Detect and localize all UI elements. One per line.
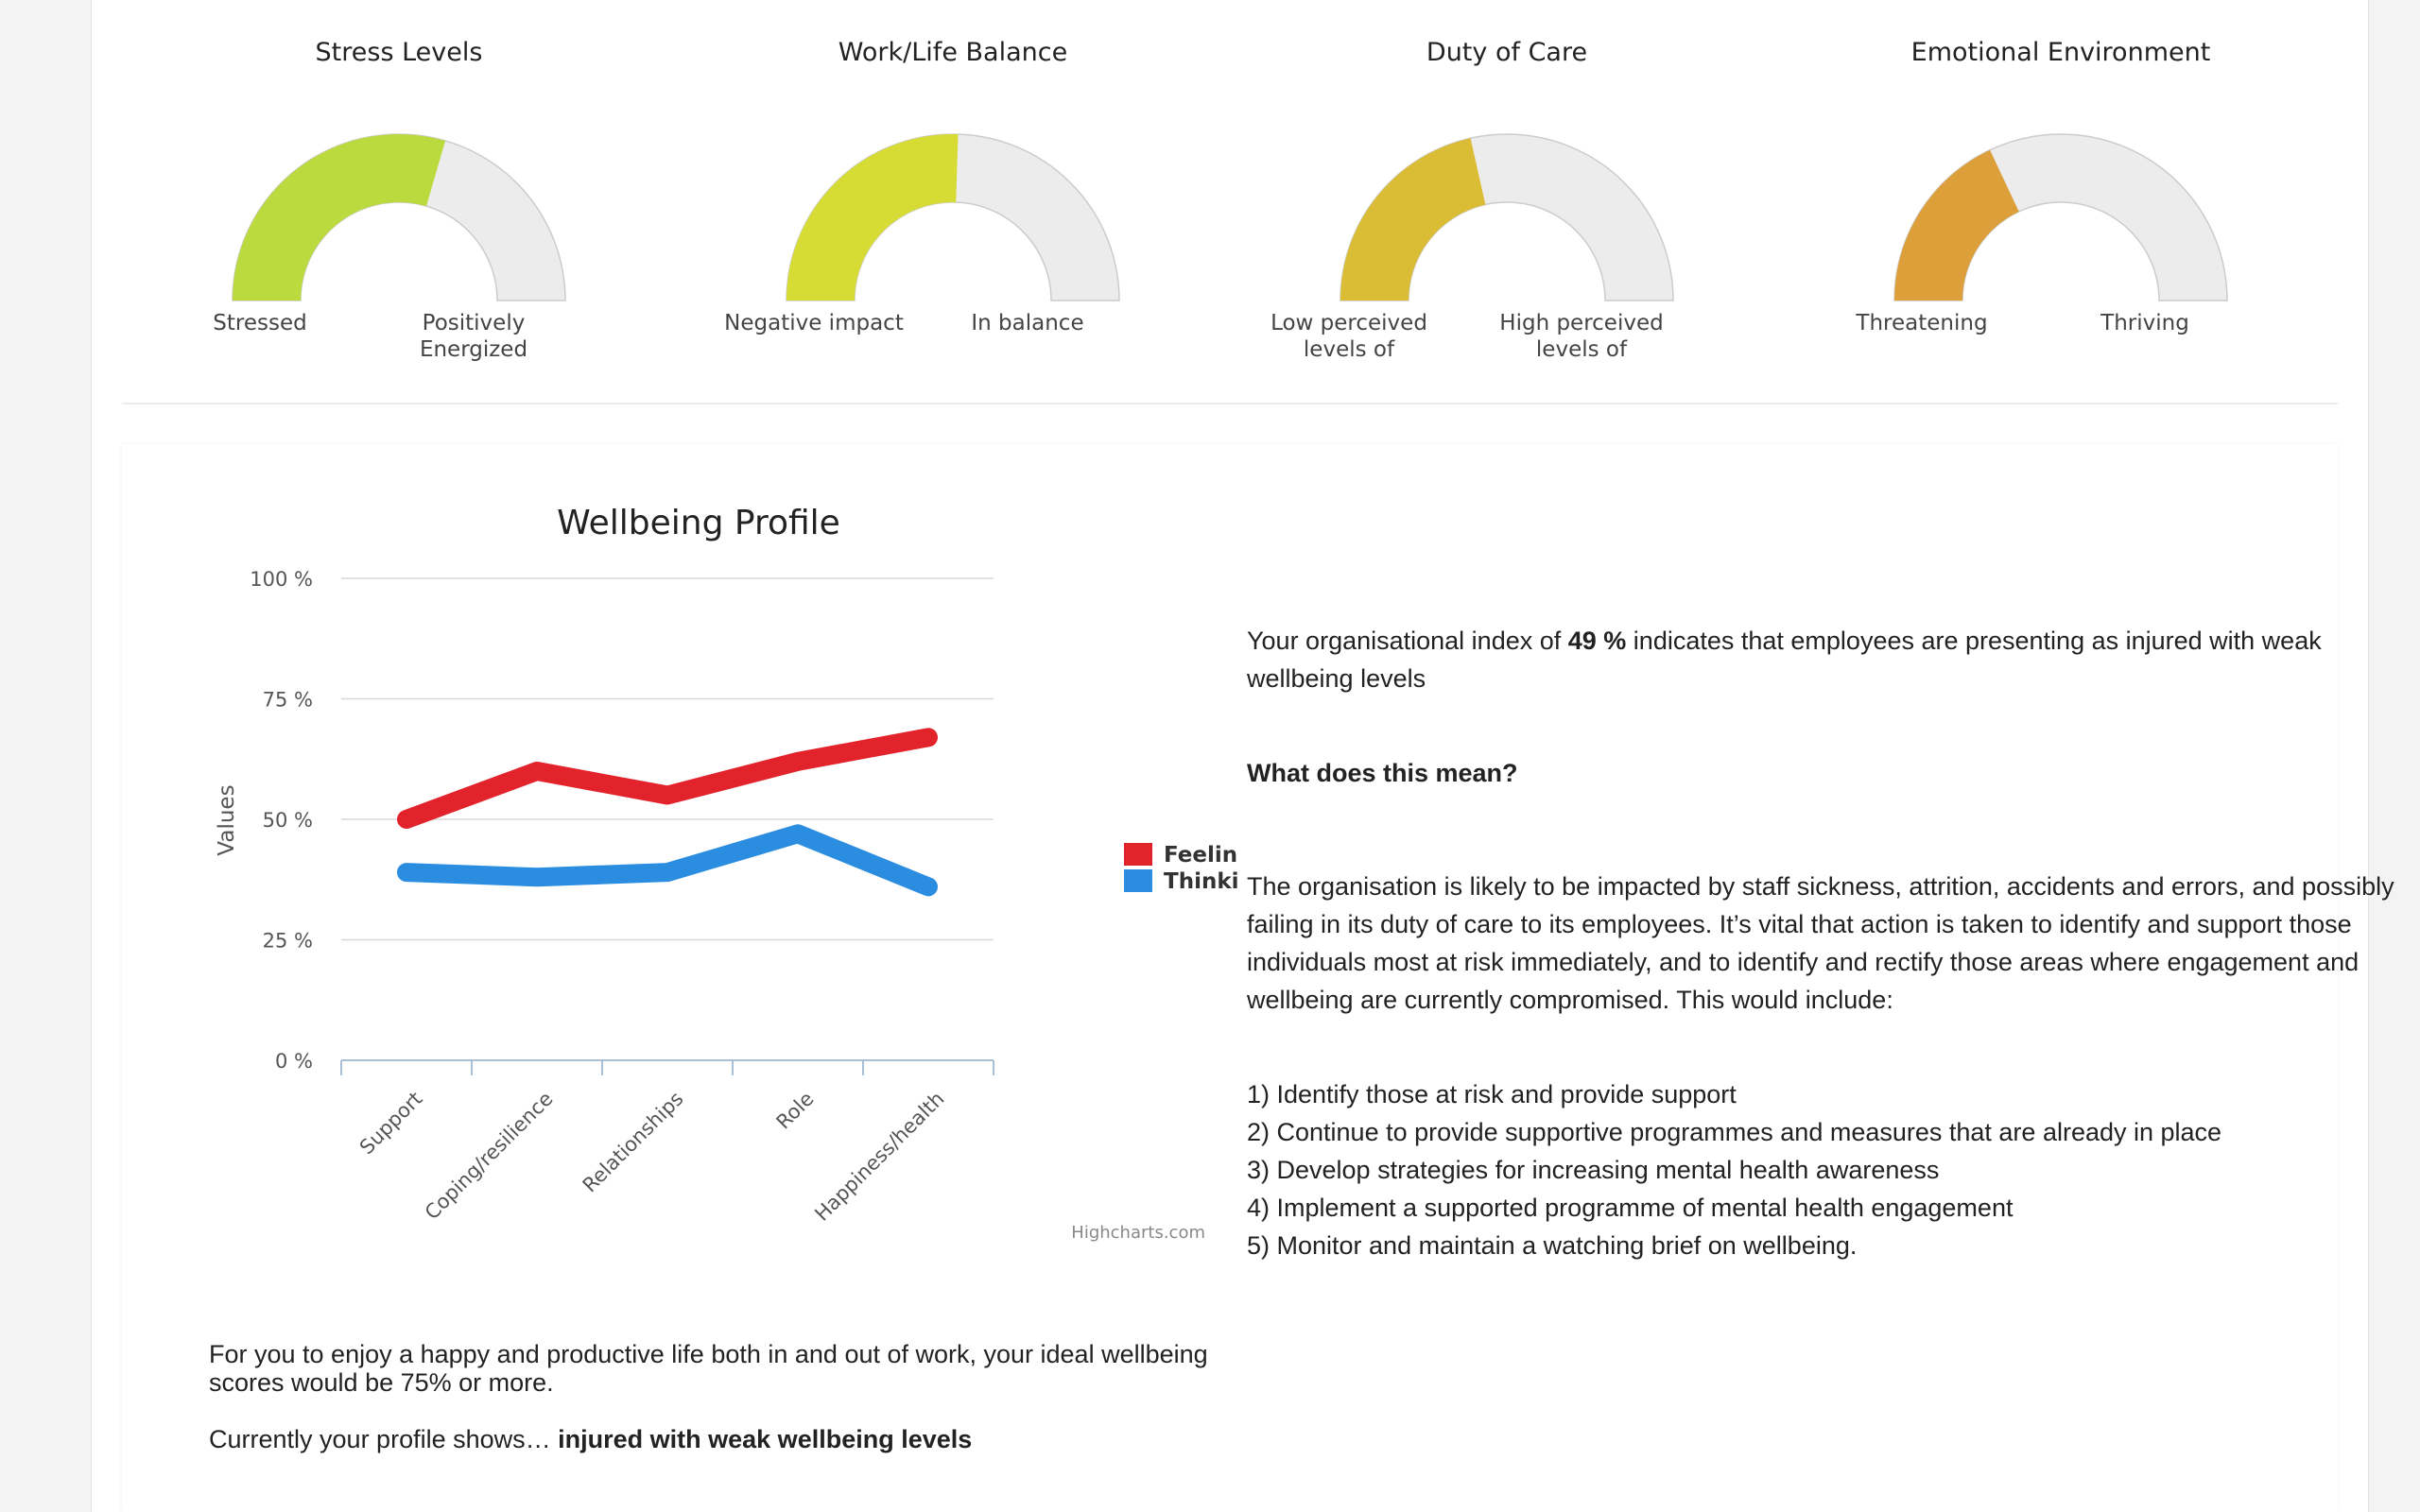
gauge-duty-of-care: Duty of Care Low perceived levels of Hig… bbox=[1230, 0, 1784, 403]
y-axis-title: Values bbox=[215, 784, 239, 855]
wellbeing-profile-chart: Wellbeing Profile Values 0 % 25 % 50 % 75 %… bbox=[215, 504, 1237, 1243]
gauge-dial bbox=[1893, 133, 2228, 301]
action-item: 4) Implement a supported programme of me… bbox=[1247, 1194, 2014, 1222]
series-line-thinking bbox=[397, 824, 938, 897]
gauge-value-band bbox=[233, 134, 446, 301]
highcharts-credit[interactable]: Highcharts.com bbox=[1071, 1223, 1205, 1243]
gauge-max-label: Thriving bbox=[2100, 311, 2189, 335]
y-tick-label: 50 % bbox=[263, 809, 313, 832]
gauge-min-label: Low perceived levels of bbox=[1270, 311, 1427, 362]
gauge-max-label: Positively Energized bbox=[419, 311, 528, 362]
x-tick-label: Support bbox=[355, 1088, 427, 1160]
gauge-min-label: Negative impact bbox=[724, 311, 904, 335]
x-tick-label: Role bbox=[772, 1088, 819, 1134]
y-tick-label: 75 % bbox=[263, 689, 313, 712]
chart-legend[interactable]: FeelingThinking bbox=[1124, 843, 1237, 894]
x-tick-label: Happiness/health bbox=[810, 1088, 948, 1226]
meaning-heading: What does this mean? bbox=[1247, 759, 1518, 787]
action-item: 5) Monitor and maintain a watching brief… bbox=[1247, 1231, 1858, 1260]
gauge-dial bbox=[786, 133, 1120, 301]
current-profile-value: injured with weak wellbeing levels bbox=[558, 1425, 973, 1453]
series-line-feeling bbox=[397, 728, 938, 829]
legend-label[interactable]: Thinking bbox=[1164, 869, 1237, 894]
gauge-min-label: Threatening bbox=[1856, 311, 1988, 335]
gauge-dial bbox=[232, 133, 566, 301]
current-profile: Currently your profile shows… injured wi… bbox=[209, 1425, 1230, 1453]
report-page: Stress Levels Stressed Positively Energi… bbox=[91, 0, 2394, 1512]
x-tick-label: Relationships bbox=[579, 1088, 688, 1197]
y-tick-label: 25 % bbox=[263, 930, 313, 953]
index-text-end: indicates that employees are presenting … bbox=[1247, 627, 2322, 693]
index-value: 49 % bbox=[1567, 627, 1627, 655]
y-tick-label: 0 % bbox=[275, 1050, 313, 1073]
ideal-score-text: For you to enjoy a happy and productive … bbox=[209, 1340, 1208, 1397]
profile-summary: For you to enjoy a happy and productive … bbox=[209, 1340, 1230, 1453]
chart-title: Wellbeing Profile bbox=[557, 504, 840, 542]
gauge-title: Work/Life Balance bbox=[838, 38, 1068, 67]
analysis-text: Your organisational index of 49 % indica… bbox=[1247, 622, 2400, 1264]
gauge-value-band bbox=[786, 134, 959, 301]
index-statement: Your organisational index of 49 % indica… bbox=[1247, 622, 2400, 697]
gauge-row: Stress Levels Stressed Positively Energi… bbox=[122, 0, 2338, 404]
action-item: 2) Continue to provide supportive progra… bbox=[1247, 1118, 2222, 1146]
current-profile-text: Currently your profile shows… bbox=[209, 1425, 559, 1453]
gauge-value-band bbox=[1894, 149, 2019, 301]
gauge-title: Emotional Environment bbox=[1910, 38, 2211, 67]
legend-swatch[interactable] bbox=[1124, 869, 1152, 892]
gauge-dial bbox=[1340, 133, 1674, 301]
gauge-max-label: In balance bbox=[971, 311, 1084, 335]
gauge-min-label: Stressed bbox=[213, 311, 307, 335]
legend-label[interactable]: Feeling bbox=[1164, 843, 1237, 868]
gauge-work-life-balance: Work/Life Balance Negative impact In bal… bbox=[676, 0, 1230, 403]
gauge-title: Stress Levels bbox=[315, 38, 483, 67]
action-item: 3) Develop strategies for increasing men… bbox=[1247, 1156, 1940, 1184]
index-text: Your organisational index of bbox=[1247, 627, 1568, 655]
y-axis-tick-labels: 0 % 25 % 50 % 75 % 100 % bbox=[250, 568, 313, 1073]
gauge-max-label: High perceived levels of bbox=[1499, 311, 1664, 362]
legend-swatch[interactable] bbox=[1124, 843, 1152, 866]
wellbeing-panel: Wellbeing Profile Values 0 % 25 % 50 % 75 %… bbox=[122, 444, 2394, 1512]
y-tick-label: 100 % bbox=[250, 568, 313, 591]
action-item: 1) Identify those at risk and provide su… bbox=[1247, 1080, 1737, 1108]
grid-lines bbox=[341, 577, 994, 941]
x-tick-label: Coping/resilience bbox=[421, 1088, 558, 1225]
gauge-stress-levels: Stress Levels Stressed Positively Energi… bbox=[122, 0, 676, 403]
action-list: 1) Identify those at risk and provide su… bbox=[1247, 1075, 2400, 1264]
gauge-value-band bbox=[1340, 138, 1486, 301]
gauge-title: Duty of Care bbox=[1426, 38, 1588, 67]
gauge-emotional-environment: Emotional Environment Threatening Thrivi… bbox=[1784, 0, 2338, 403]
series-lines bbox=[397, 728, 938, 897]
meaning-body: The organisation is likely to be impacte… bbox=[1247, 872, 2394, 1014]
